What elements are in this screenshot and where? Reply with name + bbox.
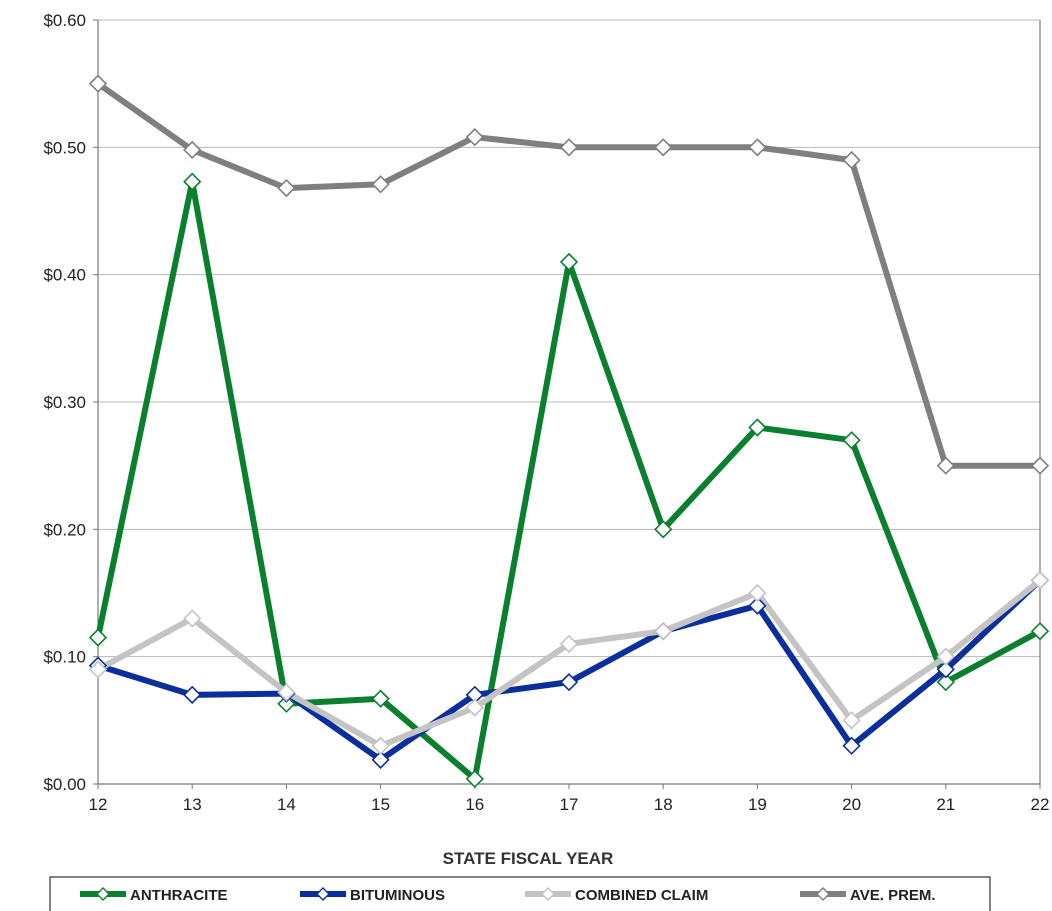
data-point-bituminous <box>371 750 390 769</box>
data-point-bituminous <box>936 660 955 679</box>
y-tick-label: $0.40 <box>43 266 86 285</box>
y-tick-label: $0.30 <box>43 393 86 412</box>
x-tick-label: 21 <box>936 795 955 814</box>
y-tick-label: $0.60 <box>43 11 86 30</box>
data-point-combined-claim <box>277 683 296 702</box>
data-point-bituminous <box>559 673 579 692</box>
y-tick-label: $0.20 <box>43 520 86 539</box>
x-tick-label: 15 <box>371 795 390 814</box>
grid-lines <box>98 146 1040 658</box>
series-markers <box>88 74 1050 789</box>
data-point-anthracite <box>88 628 108 647</box>
data-point-combined-claim <box>654 622 673 641</box>
data-point-ave-prem <box>1030 456 1050 475</box>
data-point-anthracite <box>465 769 484 789</box>
data-point-bituminous <box>183 685 202 704</box>
data-point-ave-prem <box>371 175 390 194</box>
legend-label: ANTHRACITE <box>130 887 228 904</box>
legend-label: COMBINED CLAIM <box>575 887 708 904</box>
legend-label: AVE. PREM. <box>850 887 936 904</box>
data-point-anthracite <box>559 252 579 272</box>
data-point-ave-prem <box>559 138 579 157</box>
data-point-combined-claim <box>183 609 202 628</box>
x-tick-label: 18 <box>654 795 673 814</box>
data-point-combined-claim <box>465 698 484 717</box>
data-point-anthracite <box>936 673 955 692</box>
data-point-anthracite <box>371 689 390 708</box>
x-tick-label: 17 <box>560 795 579 814</box>
data-point-combined-claim <box>371 736 390 755</box>
x-tick-label: 19 <box>748 795 767 814</box>
data-point-combined-claim <box>88 660 108 679</box>
data-point-ave-prem <box>465 128 484 147</box>
y-tick-label: $0.10 <box>43 648 86 667</box>
data-point-bituminous <box>748 596 767 615</box>
data-point-anthracite <box>748 418 767 437</box>
x-tick-label: 12 <box>89 795 108 814</box>
x-tick-label: 16 <box>465 795 484 814</box>
data-point-ave-prem <box>936 456 955 475</box>
data-point-combined-claim <box>559 634 579 654</box>
data-point-ave-prem <box>748 138 767 157</box>
y-tick-labels: $0.00 $0.10 $0.20 $0.30 $0.40 $0.50 $0.60 <box>43 11 86 794</box>
y-tick-label: $0.50 <box>43 138 86 157</box>
data-point-ave-prem <box>183 140 202 160</box>
data-point-combined-claim <box>936 647 955 666</box>
legend-swatch-marker <box>316 887 330 901</box>
series-line-bituminous <box>95 577 1043 763</box>
data-point-ave-prem <box>277 178 296 198</box>
data-point-combined-claim <box>842 711 861 730</box>
axes <box>93 19 1041 789</box>
legend-swatch-marker <box>816 887 830 901</box>
data-point-ave-prem <box>842 150 861 170</box>
data-point-anthracite <box>654 520 673 539</box>
x-tick-label: 13 <box>183 795 202 814</box>
data-point-combined-claim <box>1030 571 1050 590</box>
x-tick-label: 22 <box>1031 795 1050 814</box>
data-point-ave-prem <box>88 74 108 93</box>
x-axis-title: STATE FISCAL YEAR <box>443 849 614 868</box>
x-tick-label: 20 <box>842 795 861 814</box>
data-point-bituminous <box>842 736 861 755</box>
data-point-anthracite <box>277 694 296 713</box>
data-point-ave-prem <box>654 138 673 157</box>
data-point-anthracite <box>842 431 861 450</box>
x-tick-labels: 12 13 14 15 16 17 18 19 20 21 22 <box>89 795 1050 814</box>
data-point-anthracite <box>1030 622 1050 641</box>
x-tick-label: 14 <box>277 795 296 814</box>
data-point-combined-claim <box>748 583 767 603</box>
legend-swatch-marker <box>96 887 110 901</box>
legend: ANTHRACITE BITUMINOUS COMBINED CLAIM AVE. P… <box>49 876 991 911</box>
series-line-combined-claim <box>95 577 1043 749</box>
legend-label: BITUMINOUS <box>350 887 445 904</box>
y-tick-label: $0.00 <box>43 775 86 794</box>
data-point-anthracite <box>183 172 202 191</box>
legend-swatch-marker <box>541 887 555 901</box>
